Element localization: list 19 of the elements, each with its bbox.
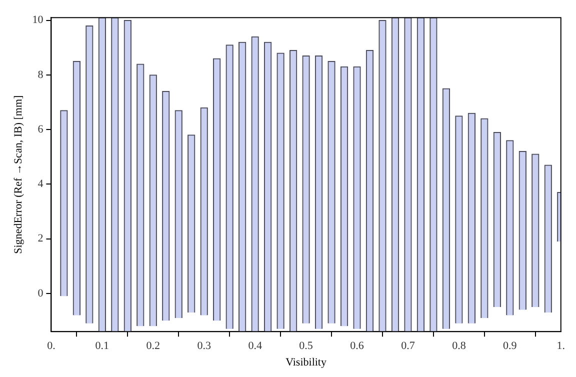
x-tick-label: 0.8 (452, 340, 466, 352)
x-tick-label: 0.7 (401, 340, 416, 352)
x-tick-label: 0.5 (299, 340, 314, 352)
x-tick-label: 0. (47, 340, 56, 352)
x-tick-label: 0.6 (350, 340, 364, 352)
x-tick-label: 0.4 (248, 340, 262, 352)
x-axis-title: Visibility (286, 356, 327, 368)
y-tick-label: 6 (38, 123, 44, 136)
y-tick-label: 8 (38, 68, 44, 81)
x-tick-label: 1. (556, 340, 566, 352)
y-axis-title: SignedError (Ref →Scan, IB) [mm] (12, 95, 24, 254)
y-tick-label: 4 (38, 178, 44, 190)
y-tick-label: 2 (38, 232, 44, 245)
x-tick-label: 0.1 (95, 340, 110, 352)
x-tick-label: 0.9 (503, 340, 518, 352)
x-tick-label: 0.3 (197, 340, 212, 352)
y-tick-label: 0 (38, 287, 44, 300)
x-tick-label: 0.2 (146, 340, 160, 352)
y-tick-label: 10 (32, 14, 44, 26)
